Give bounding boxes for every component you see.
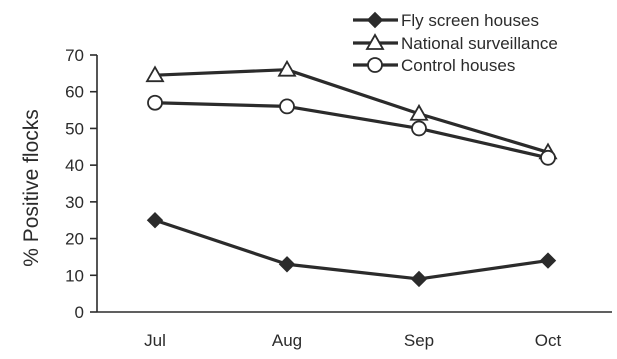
y-tick-label: 50	[65, 119, 84, 138]
y-tick-label: 60	[65, 83, 84, 102]
series-line-2	[154, 101, 549, 160]
legend-marker-0	[366, 11, 384, 29]
y-tick-label: 30	[65, 193, 84, 212]
data-point-2-0	[147, 94, 163, 111]
legend-label-1: National surveillance	[401, 34, 558, 53]
legend-label-2: Control houses	[401, 56, 515, 75]
y-tick-label: 0	[75, 303, 84, 322]
data-point-0-0	[146, 212, 164, 229]
y-tick-label: 10	[65, 266, 84, 285]
series-lines	[154, 68, 549, 281]
data-point-1-2	[409, 103, 429, 121]
series-markers	[145, 59, 558, 288]
axes: 0 10 20 30 40 50 60 70 Jul Aug Sep Oct	[65, 46, 612, 350]
x-tick-label: Jul	[144, 331, 166, 350]
legend-label-0: Fly screen houses	[401, 11, 539, 30]
x-tick-label: Oct	[535, 331, 562, 350]
x-tick-label: Sep	[404, 331, 434, 350]
x-tick-label: Aug	[272, 331, 302, 350]
legend-marker-2	[367, 57, 383, 73]
y-tick-label: 40	[65, 156, 84, 175]
data-point-1-0	[145, 65, 165, 83]
y-tick-label: 20	[65, 230, 84, 249]
data-point-0-3	[539, 252, 557, 269]
legend-marker-1	[365, 33, 385, 50]
data-point-2-3	[540, 149, 556, 166]
legend: Fly screen houses National surveillance Co…	[353, 11, 558, 75]
data-point-2-1	[279, 98, 295, 115]
data-point-0-1	[278, 256, 296, 273]
y-tick-label: 70	[65, 46, 84, 65]
data-point-2-2	[411, 120, 427, 137]
data-point-0-2	[410, 270, 428, 288]
data-point-1-1	[277, 59, 297, 77]
y-axis-title: % Positive flocks	[20, 109, 43, 267]
series-line-1	[154, 68, 549, 154]
series-line-0	[154, 218, 549, 281]
